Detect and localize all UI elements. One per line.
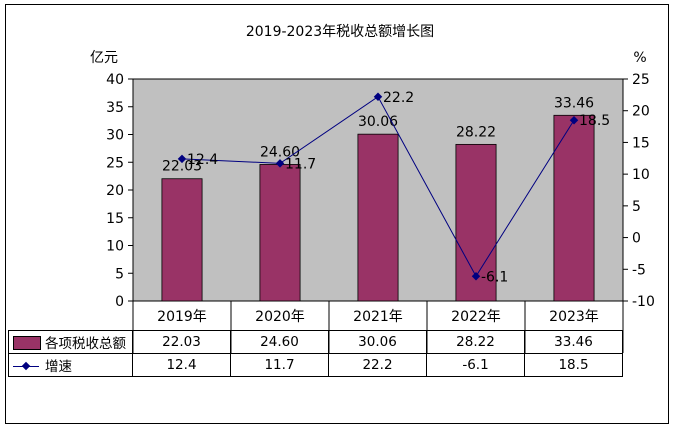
- category-label: 2022年: [451, 309, 501, 325]
- bar-value-label: 33.46: [554, 95, 594, 111]
- table-cell: 22.03: [132, 330, 231, 354]
- right-tick-label: 5: [632, 199, 641, 215]
- bar-value-label: 30.06: [358, 114, 398, 130]
- left-tick-label: 30: [106, 128, 124, 144]
- bar-value-label: 22.03: [162, 159, 202, 175]
- right-tick-label: 25: [632, 72, 650, 88]
- bar: [553, 114, 595, 302]
- table-cell: 24.60: [230, 330, 329, 354]
- growth-value-label: 22.2: [383, 90, 414, 106]
- chart-frame: [5, 4, 669, 424]
- right-tick-label: -5: [632, 262, 646, 278]
- growth-value-label: 18.5: [579, 113, 610, 129]
- left-tick-label: 35: [106, 100, 124, 116]
- table-cell: 33.46: [524, 330, 623, 354]
- table-cell: 22.2: [328, 353, 427, 377]
- legend-line-label: 增速: [45, 359, 72, 375]
- table-cell: 30.06: [328, 330, 427, 354]
- growth-point: [373, 92, 383, 102]
- table-cell: 11.7: [230, 353, 329, 377]
- table-cell: 12.4: [132, 353, 231, 377]
- table-cell: -6.1: [426, 353, 525, 377]
- right-axis-unit: %: [633, 50, 646, 66]
- right-tick-label: 0: [632, 231, 641, 247]
- table-row-bars: 各项税收总额 22.03 24.60 30.06 28.22 33.46: [8, 330, 623, 354]
- table-cell: 18.5: [524, 353, 623, 377]
- legend-line-series: 增速: [8, 353, 133, 377]
- data-table: 各项税收总额 22.03 24.60 30.06 28.22 33.46 增速 …: [8, 330, 623, 377]
- left-axis-unit: 亿元: [90, 50, 118, 66]
- category-label: 2019年: [157, 309, 207, 325]
- legend-bar-label: 各项税收总额: [45, 336, 126, 352]
- plot-area: 0510152025303540-10-5051015202522.0324.6…: [106, 72, 655, 353]
- chart-title: 2019-2023年税收总额增长图: [246, 24, 434, 40]
- right-tick-label: -10: [632, 294, 655, 310]
- category-label: 2020年: [255, 309, 305, 325]
- bar-value-label: 28.22: [456, 124, 496, 140]
- left-tick-label: 0: [115, 294, 124, 310]
- left-tick-label: 5: [115, 266, 124, 282]
- growth-value-label: -6.1: [481, 269, 508, 285]
- left-tick-label: 40: [106, 72, 124, 88]
- left-tick-label: 15: [106, 211, 124, 227]
- bar: [259, 164, 301, 302]
- category-label: 2021年: [353, 309, 403, 325]
- growth-value-label: 12.4: [187, 152, 218, 168]
- line-swatch: [13, 361, 39, 371]
- bar: [161, 178, 203, 302]
- growth-point: [177, 154, 187, 164]
- legend-bar-series: 各项税收总额: [8, 330, 133, 354]
- category-label: 2023年: [549, 309, 599, 325]
- bar-swatch: [13, 336, 41, 350]
- table-row-line: 增速 12.4 11.7 22.2 -6.1 18.5: [8, 353, 623, 377]
- growth-value-label: 11.7: [285, 156, 316, 172]
- left-tick-label: 10: [106, 239, 124, 255]
- right-tick-label: 15: [632, 135, 650, 151]
- right-tick-label: 10: [632, 167, 650, 183]
- growth-point: [275, 159, 285, 168]
- left-tick-label: 20: [106, 183, 124, 199]
- table-cell: 28.22: [426, 330, 525, 354]
- left-tick-label: 25: [106, 155, 124, 171]
- bar: [357, 133, 399, 302]
- right-tick-label: 20: [632, 104, 650, 120]
- growth-point: [471, 272, 481, 281]
